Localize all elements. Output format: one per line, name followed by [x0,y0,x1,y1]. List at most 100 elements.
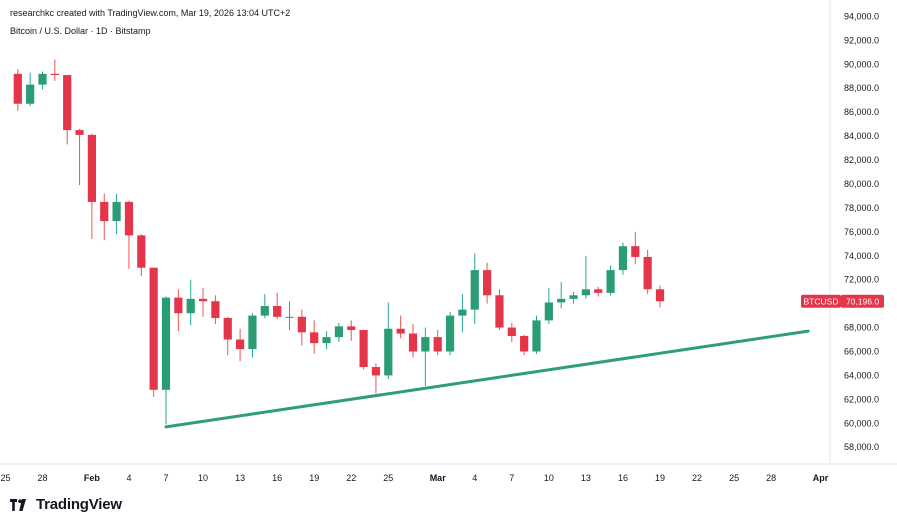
candle [557,282,566,309]
x-tick-label: 7 [509,473,514,483]
y-tick-label: 80,000.0 [844,179,879,189]
candle [137,234,146,277]
x-tick-label: 10 [544,473,554,483]
candle [63,75,72,145]
candle-body [618,246,628,271]
candle-body [13,73,22,104]
candle-body [334,326,343,338]
candle [334,322,343,342]
candle-body [137,235,146,268]
candle [532,315,541,354]
x-tick-label: 25 [729,473,739,483]
candle [87,133,96,239]
candle [223,316,232,356]
x-tick-label: Mar [430,473,447,483]
x-tick-label: 13 [581,473,591,483]
candle [643,249,652,295]
candle-body [75,130,84,135]
candle-body [483,270,492,296]
candle-body [223,317,232,340]
tradingview-logo-icon [10,498,26,511]
x-tick-label: 28 [766,473,776,483]
x-tick-label: 10 [198,473,208,483]
candle-body [38,73,47,85]
candle [458,294,467,333]
x-tick-label: 19 [309,473,319,483]
candle [618,242,628,275]
y-tick-label: 94,000.0 [844,11,879,21]
candle-body [384,328,393,376]
x-tick-label: Apr [813,473,829,483]
y-tick-label: 74,000.0 [844,251,879,261]
chart-credit: researchkc created with TradingView.com,… [10,8,291,18]
candle-body [322,337,331,344]
candle [13,69,22,111]
candle-body [310,332,319,344]
tradingview-brand[interactable]: TradingView [10,496,122,513]
x-tick-label: 7 [163,473,168,483]
candle [100,193,109,241]
y-tick-label: 62,000.0 [844,394,879,404]
candle [445,312,455,356]
candle-body [198,298,208,302]
candle-body [421,337,430,352]
candle-body [186,298,195,314]
y-tick-label: 86,000.0 [844,107,879,117]
y-tick-label: 64,000.0 [844,370,879,380]
chart-symbol-title: Bitcoin / U.S. Dollar · 1D · Bitstamp [10,26,151,36]
candle [594,286,603,297]
candle [631,231,640,265]
tradingview-wordmark: TradingView [36,496,122,513]
y-tick-label: 88,000.0 [844,83,879,93]
candle [297,309,306,346]
candle-body [396,328,405,334]
candle-body [149,267,158,390]
candle [569,291,578,304]
candle-body [211,301,220,318]
candle [149,267,158,397]
candle-body [606,270,615,293]
y-tick-label: 72,000.0 [844,275,879,285]
candle [495,289,504,330]
candle-body [87,134,96,202]
candle [433,329,442,356]
support-trendline [164,329,810,429]
candle [322,331,331,350]
candle [260,294,269,318]
candle [359,329,368,370]
candle-body [100,201,109,222]
candle [236,328,245,362]
x-tick-label: 4 [126,473,131,483]
candle-body [273,306,282,317]
candle [186,279,195,326]
last-price-label: 70,196.0 [846,296,879,306]
candle [26,72,35,107]
candle-body [50,73,59,76]
symbol-tag [801,294,841,308]
candle [520,334,529,356]
candle [655,285,665,308]
candle-body [408,333,418,352]
candle [285,301,294,330]
candle-body [433,337,442,352]
candle-body [470,270,479,310]
candle-body [458,309,467,316]
y-tick-label: 60,000.0 [844,418,879,428]
y-tick-label: 90,000.0 [844,59,879,69]
y-tick-label: 66,000.0 [844,347,879,357]
candle [544,288,553,324]
candle [273,292,282,320]
candle [248,313,257,358]
last-price-tag [841,294,884,308]
x-tick-label: 25 [383,473,393,483]
candle-body [26,84,35,104]
candle-body [248,315,257,350]
candle-body [124,201,134,236]
x-tick-label: Feb [84,473,101,483]
candle-body [236,339,245,350]
candle [38,71,47,90]
x-tick-label: 13 [235,473,245,483]
candle [112,193,121,235]
y-tick-label: 76,000.0 [844,227,879,237]
